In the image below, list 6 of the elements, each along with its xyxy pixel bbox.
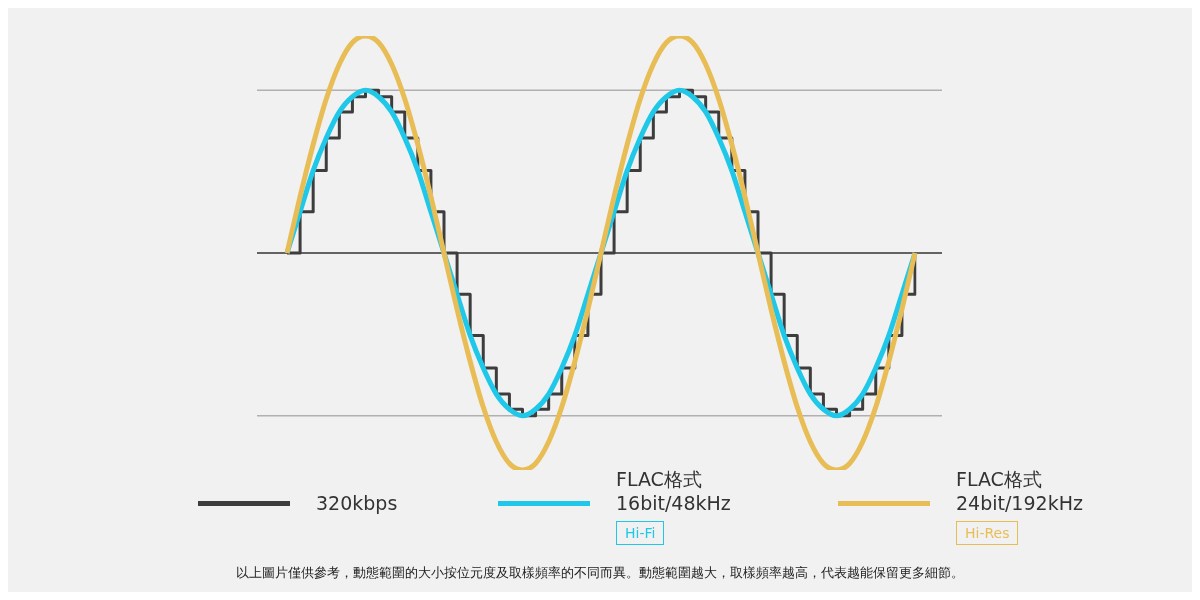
legend-label: 320kbps: [316, 491, 398, 515]
text: Hi-Fi: [616, 521, 665, 545]
legend-label: FLAC格式 24bit/192kHz: [956, 467, 1083, 515]
text: Hi-Res: [956, 521, 1019, 545]
legend-label: FLAC格式 16bit/48kHz: [616, 467, 731, 515]
text: 以上圖片僅供參考，動態範圍的大小按位元度及取樣頻率的不同而異。動態範圍越大，取樣頻率越高，代表越能保留更多細節。: [235, 564, 965, 582]
